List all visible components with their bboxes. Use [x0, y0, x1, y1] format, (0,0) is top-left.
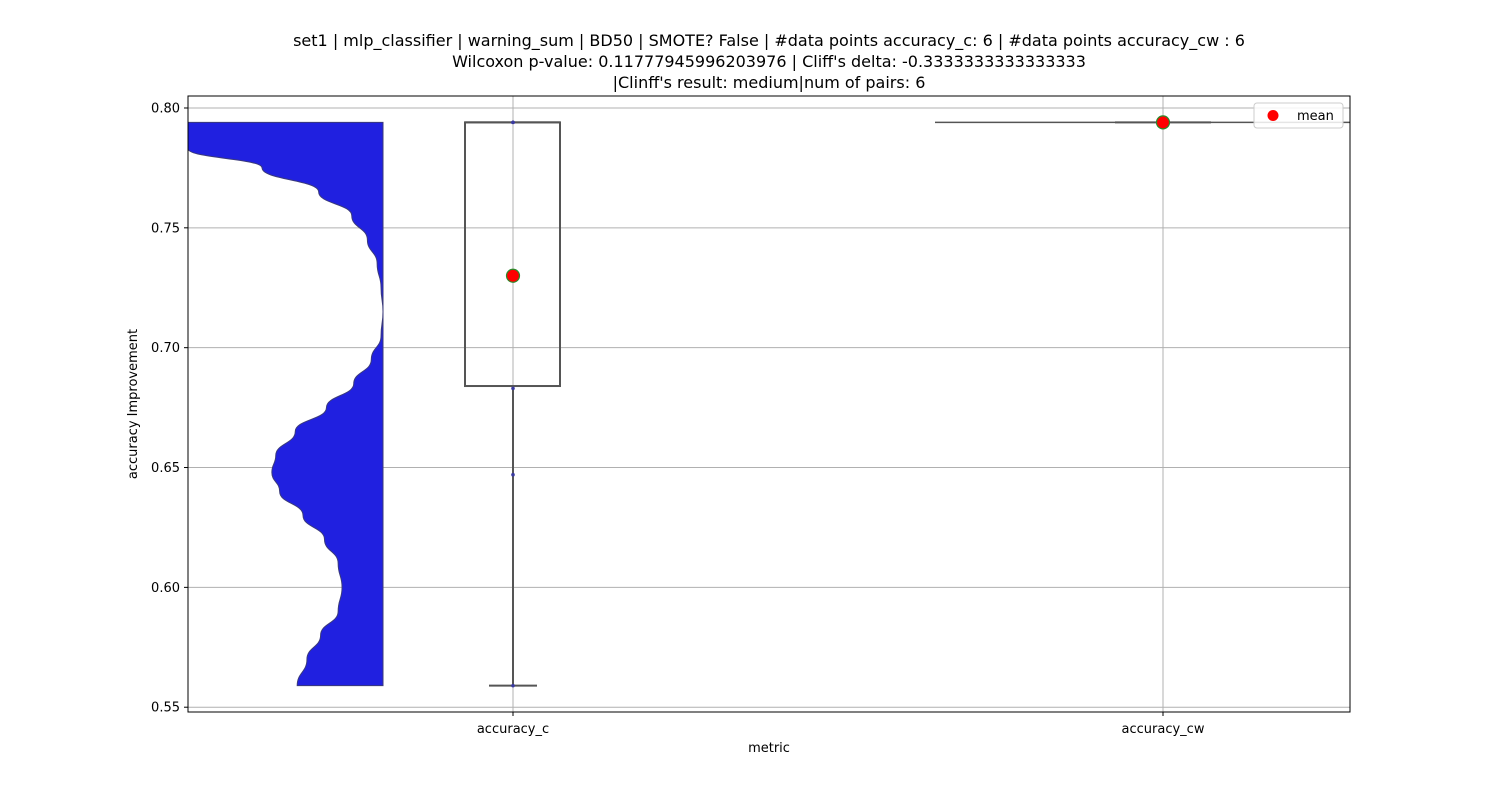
legend-entry-mean: mean	[1297, 109, 1334, 124]
mean-marker-accuracy-c	[505, 268, 521, 283]
mean-marker-accuracy-cw	[1155, 115, 1171, 130]
data-point-accuracy-c	[511, 386, 515, 391]
chart-title-line-1: set1 | mlp_classifier | warning_sum | BD…	[293, 31, 1245, 51]
x-tick-label: accuracy_c	[477, 722, 549, 737]
plot-frame	[187, 95, 1351, 713]
chart-title-line-2: Wilcoxon p-value: 0.11777945996203976 | …	[452, 52, 1086, 71]
y-tick-label: 0.60	[151, 581, 180, 596]
legend: mean	[1253, 102, 1344, 129]
y-axis-label: accuracy Improvement	[126, 329, 141, 479]
data-point-accuracy-c	[511, 683, 515, 688]
chart-title-line-3: |Clinff's result: medium|num of pairs: 6	[613, 73, 926, 92]
point-layer	[505, 115, 1171, 688]
violin-layer	[188, 121, 384, 687]
y-tick-label: 0.65	[151, 461, 180, 476]
y-axis-ticks: 0.55 0.60 0.65 0.70 0.75 0.80	[151, 101, 188, 716]
x-axis-label: metric	[748, 741, 790, 756]
x-axis-ticks: accuracy_c accuracy_cw	[477, 712, 1205, 737]
x-tick-label: accuracy_cw	[1122, 722, 1205, 737]
violin-accuracy-c	[188, 121, 384, 687]
y-tick-label: 0.80	[151, 101, 180, 116]
data-point-accuracy-c	[511, 120, 515, 125]
y-tick-label: 0.55	[151, 701, 180, 716]
y-tick-label: 0.70	[151, 341, 180, 356]
y-tick-label: 0.75	[151, 221, 180, 236]
legend-mean-marker	[1267, 110, 1279, 121]
legend-frame	[1253, 102, 1344, 129]
data-point-accuracy-c	[511, 472, 515, 477]
